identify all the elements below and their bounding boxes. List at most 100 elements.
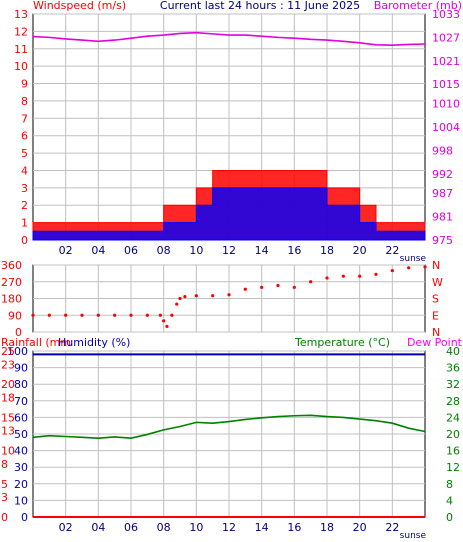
barometer-y-tick-label: 992 [432,168,453,181]
direction-point [260,285,264,289]
humidity-y-tick-label: 60 [14,411,28,424]
humidity-x-tick-label: 22 [385,521,399,534]
humidity-y-tick-label: 40 [14,445,28,458]
humidity-x-tick-label: 20 [353,521,367,534]
compass-label: S [432,293,439,306]
temperature-y-tick-label: 28 [446,395,460,408]
barometer-y-tick-label: 1027 [432,31,460,44]
direction-point [358,274,362,278]
direction-point [325,276,329,280]
humidity-y-ticks: 0 10 20 30 40 50 60 70 80 90 100 [7,345,28,524]
compass-label: E [432,309,439,322]
humidity-x-tick-label: 02 [59,521,73,534]
direction-point [243,287,247,291]
wind-x-tick-label: 22 [385,244,399,257]
direction-point [194,294,198,298]
rainfall-y-tick-label: 23 [1,358,15,371]
rainfall-y-tick-label: 25 [1,345,15,358]
humidity-x-tick-label: 10 [189,521,203,534]
humidity-y-tick-label: 50 [14,428,28,441]
barometer-y-tick-label: 1021 [432,55,460,68]
humidity-x-tick-label: 14 [255,521,269,534]
windspeed-axis-title: Windspeed (m/s) [33,0,126,12]
humidity-grid [33,350,425,518]
humidity-x-tick-label: 12 [222,521,236,534]
direction-points [31,265,427,329]
direction-point [64,313,68,317]
direction-point [309,280,313,284]
wind-x-tick-label: 12 [222,244,236,257]
wind-x-tick-label: 06 [124,244,138,257]
direction-y-tick-label: 90 [8,309,22,322]
direction-point [183,295,187,299]
direction-point [162,319,166,323]
direction-point [423,265,427,269]
barometer-y-tick-label: 1033 [432,8,460,21]
temperature-y-ticks: 0 4 8 12 16 20 24 28 32 36 40 [446,345,460,524]
windspeed-y-tick-label: 13 [14,8,28,21]
direction-point [407,266,411,270]
windspeed-y-tick-label: 10 [14,60,28,73]
direction-point [165,324,169,329]
temperature-y-tick-label: 24 [446,411,460,424]
direction-point [292,285,296,289]
wind-x-tick-label: 16 [287,244,301,257]
humidity-x-end-label: sunse [400,531,427,541]
barometer-series-line [32,31,426,46]
direction-point [211,294,215,298]
direction-point [170,313,174,317]
wind-x-end-label: sunse [400,254,427,264]
windspeed-y-tick-label: 1 [21,217,28,230]
wind-x-tick-label: 14 [255,244,269,257]
humidity-y-tick-label: 100 [7,345,28,358]
direction-point [47,313,51,317]
windspeed-y-tick-label: 3 [21,182,28,195]
rainfall-y-tick-label: 15 [1,411,15,424]
humidity-y-tick-label: 20 [14,478,28,491]
rainfall-y-tick-label: 13 [1,425,15,438]
humidity-x-tick-label: 08 [157,521,171,534]
temperature-y-tick-label: 8 [446,478,453,491]
windspeed-y-tick-label: 11 [14,43,28,56]
humidity-x-tick-label: 16 [287,521,301,534]
barometer-y-tick-label: 1004 [432,121,460,134]
windspeed-y-tick-label: 6 [21,130,28,143]
wind-series [32,31,426,241]
humidity-x-tick-label: 18 [320,521,334,534]
rainfall-y-tick-label: 0 [1,511,8,524]
windspeed-y-tick-label: 7 [21,112,28,125]
barometer-y-tick-label: 987 [432,187,453,200]
temperature-y-tick-label: 40 [446,345,460,358]
direction-point [276,283,280,288]
direction-point [175,302,179,306]
compass-label: N [432,259,440,272]
windspeed-y-tick-label: 0 [21,234,28,247]
rainfall-y-tick-label: 8 [1,458,8,471]
wind-x-tick-label: 04 [91,244,105,257]
wind-x-tick-label: 18 [320,244,334,257]
direction-point [158,313,162,317]
temperature-y-tick-label: 0 [446,511,453,524]
rainfall-y-tick-label: 18 [1,391,15,404]
humidity-x-tick-label: 06 [124,521,138,534]
humidity-y-tick-label: 10 [14,494,28,507]
dewpoint-axis-title: Dew Point [407,336,463,349]
temperature-y-tick-label: 16 [446,445,460,458]
direction-point [390,268,394,273]
humidity-y-tick-label: 90 [14,362,28,375]
direction-point [31,313,35,317]
wind-x-tick-label: 02 [59,244,73,257]
windspeed-y-tick-label: 5 [21,147,28,160]
rainfall-y-tick-label: 10 [1,445,15,458]
windspeed-y-tick-label: 12 [14,25,28,38]
barometer-axis-title: Barometer (mb) [374,0,462,12]
direction-point [96,313,100,317]
direction-point [374,272,378,276]
direction-point [145,313,149,317]
humidity-y-tick-label: 80 [14,378,28,391]
